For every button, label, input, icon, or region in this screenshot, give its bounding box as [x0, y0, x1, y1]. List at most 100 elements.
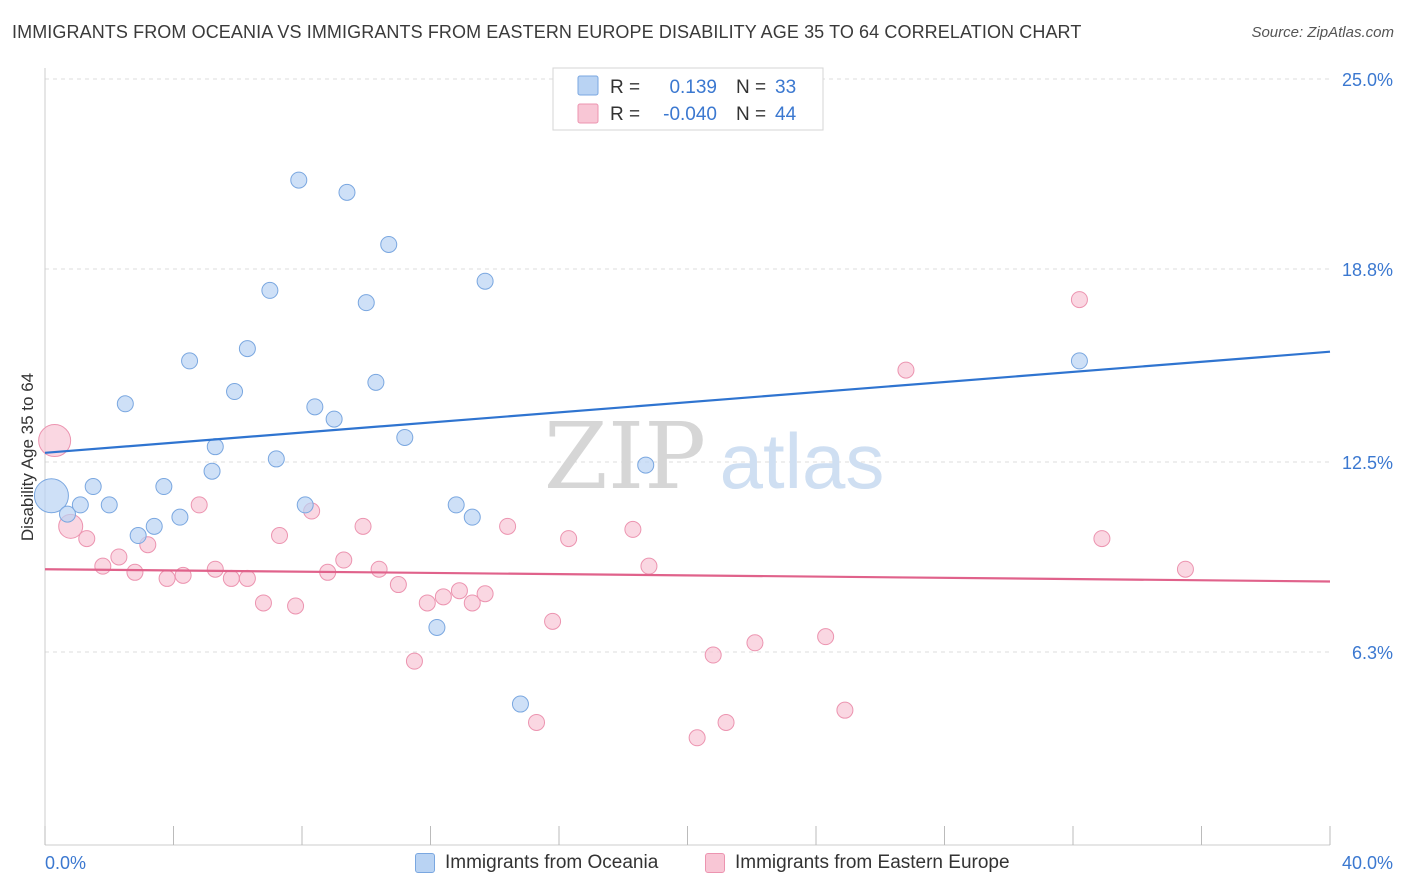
series-eastern-europe-points	[38, 291, 1194, 747]
point-oceania	[1070, 352, 1088, 370]
point-eastern-europe	[238, 569, 256, 587]
x-tick-labels: 0.0% 40.0%	[45, 853, 1393, 873]
point-oceania	[238, 340, 256, 358]
legend-label-eastern-europe: Immigrants from Eastern Europe	[735, 852, 1010, 873]
chart-legend: Immigrants from Oceania Immigrants from …	[0, 852, 1406, 878]
point-eastern-europe	[335, 551, 353, 569]
point-eastern-europe	[640, 557, 658, 575]
point-eastern-europe	[1093, 530, 1111, 548]
trendline-eastern-europe	[44, 568, 1331, 583]
y-tick-label: 12.5%	[1342, 453, 1393, 473]
point-oceania	[58, 505, 76, 523]
legend-box-swatch-oceania	[577, 75, 599, 96]
point-oceania	[325, 410, 343, 428]
point-eastern-europe	[126, 563, 144, 581]
point-eastern-europe	[434, 588, 452, 606]
watermark: ZIP atlas	[544, 403, 884, 510]
legend-item-oceania: Immigrants from Oceania	[415, 852, 658, 874]
point-eastern-europe	[206, 560, 224, 578]
point-eastern-europe	[370, 560, 388, 578]
y-tick-label: 18.8%	[1342, 260, 1393, 280]
point-eastern-europe	[1070, 291, 1088, 309]
point-eastern-europe	[38, 424, 72, 458]
point-eastern-europe	[499, 517, 517, 535]
point-eastern-europe	[817, 628, 835, 646]
y-axis-title: Disability Age 35 to 64	[18, 372, 37, 542]
point-oceania	[637, 456, 655, 474]
point-eastern-europe	[476, 585, 494, 603]
watermark-zip: ZIP	[544, 403, 706, 510]
legend-r-label-1: R =	[610, 77, 640, 98]
point-eastern-europe	[717, 713, 735, 731]
point-oceania	[116, 395, 134, 413]
point-oceania	[84, 478, 102, 496]
axes	[44, 68, 1331, 846]
point-oceania	[367, 373, 385, 391]
point-oceania	[181, 352, 199, 370]
point-eastern-europe	[836, 701, 854, 719]
legend-n-value-1: 33	[775, 77, 796, 98]
point-oceania	[206, 438, 224, 456]
point-eastern-europe	[450, 582, 468, 600]
point-eastern-europe	[354, 517, 372, 535]
point-oceania	[290, 171, 308, 189]
point-oceania	[155, 478, 173, 496]
point-oceania	[380, 235, 398, 253]
x-tick-label: 0.0%	[45, 853, 86, 873]
point-oceania	[511, 695, 529, 713]
legend-n-label-2: N =	[736, 104, 766, 125]
point-oceania	[463, 508, 481, 526]
point-eastern-europe	[688, 729, 706, 747]
point-oceania	[33, 478, 69, 514]
point-oceania	[129, 527, 147, 545]
point-eastern-europe	[287, 597, 305, 615]
point-oceania	[338, 183, 356, 201]
legend-swatch-eastern-europe	[705, 853, 725, 873]
x-tick-label: 40.0%	[1342, 853, 1393, 873]
legend-label-oceania: Immigrants from Oceania	[445, 852, 659, 873]
point-eastern-europe	[389, 576, 407, 594]
point-oceania	[145, 517, 163, 535]
point-oceania	[71, 496, 89, 514]
y-tick-label: 25.0%	[1342, 70, 1393, 90]
point-oceania	[203, 462, 221, 480]
point-oceania	[357, 294, 375, 312]
point-oceania	[447, 496, 465, 514]
point-oceania	[306, 398, 324, 416]
legend-box-swatch-eastern-europe	[577, 103, 599, 124]
point-oceania	[428, 618, 446, 636]
trendline-oceania	[44, 350, 1331, 454]
point-eastern-europe	[271, 527, 289, 545]
legend-r-value-2: -0.040	[663, 104, 717, 125]
point-oceania	[100, 496, 118, 514]
legend-swatch-oceania	[415, 853, 435, 873]
legend-n-label-1: N =	[736, 77, 766, 98]
chart-title: IMMIGRANTS FROM OCEANIA VS IMMIGRANTS FR…	[12, 22, 1082, 42]
point-oceania	[171, 508, 189, 526]
point-eastern-europe	[78, 530, 96, 548]
point-eastern-europe	[158, 569, 176, 587]
trend-lines	[44, 350, 1331, 583]
point-oceania	[261, 281, 279, 299]
point-eastern-europe	[110, 548, 128, 566]
point-eastern-europe	[222, 569, 240, 587]
point-eastern-europe	[746, 634, 764, 652]
point-eastern-europe	[624, 520, 642, 538]
point-eastern-europe	[704, 646, 722, 664]
legend-r-label-2: R =	[610, 104, 640, 125]
point-eastern-europe	[897, 361, 915, 379]
legend-item-eastern-europe: Immigrants from Eastern Europe	[705, 852, 1010, 874]
watermark-atlas: atlas	[720, 417, 885, 505]
legend-r-value-1: 0.139	[669, 77, 717, 98]
correlation-legend: R = 0.139 N = 33 R = -0.040 N = 44	[552, 67, 824, 131]
point-oceania	[267, 450, 285, 468]
point-eastern-europe	[528, 713, 546, 731]
legend-n-value-2: 44	[775, 104, 797, 125]
point-oceania	[396, 428, 414, 446]
series-oceania-points	[33, 171, 1088, 713]
point-eastern-europe	[1176, 560, 1194, 578]
point-oceania	[476, 272, 494, 290]
point-eastern-europe	[544, 612, 562, 630]
point-eastern-europe	[405, 652, 423, 670]
